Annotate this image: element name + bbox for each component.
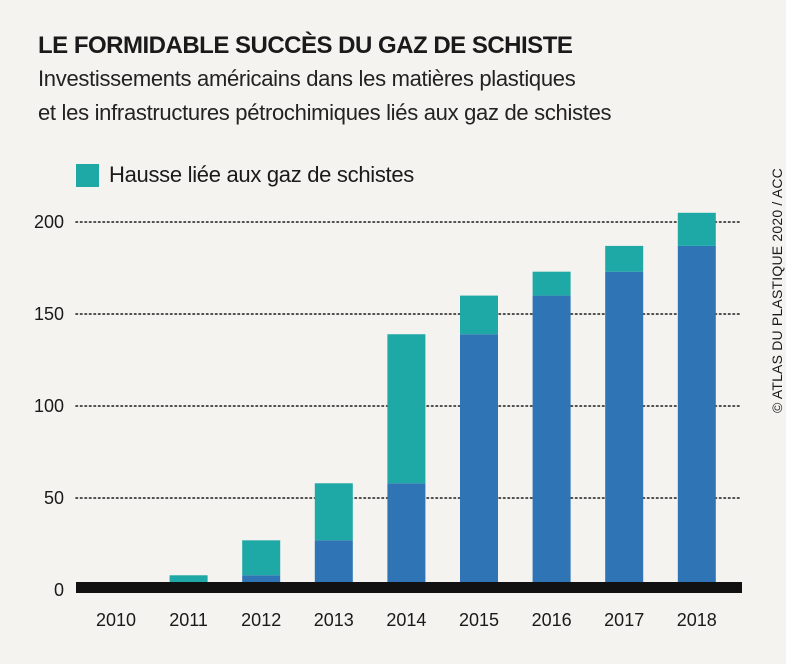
x-tick-label-2014: 2014 xyxy=(386,610,426,630)
x-axis xyxy=(76,582,742,593)
x-tick-label-2016: 2016 xyxy=(532,610,572,630)
legend-swatch-increase xyxy=(76,163,99,187)
legend-label-increase: Hausse liée aux gaz de schistes xyxy=(109,162,414,187)
subtitle-line-1: Investissements américains dans les mati… xyxy=(38,66,576,91)
y-axis-ticks: 0 50 100 150 200 xyxy=(34,212,64,600)
chart-legend: Hausse liée aux gaz de schistes xyxy=(76,162,414,188)
bar-base-2014 xyxy=(387,483,426,590)
x-tick-label-2012: 2012 xyxy=(241,610,281,630)
y-tick-label-50: 50 xyxy=(44,488,64,508)
y-tick-label-0: 0 xyxy=(54,580,64,600)
x-tick-label-2010: 2010 xyxy=(96,610,136,630)
bar-increase-2015 xyxy=(460,295,498,335)
x-axis-baseline xyxy=(76,582,742,593)
x-tick-label-2013: 2013 xyxy=(314,610,354,630)
bar-base-2015 xyxy=(460,334,498,590)
x-tick-label-2011: 2011 xyxy=(169,610,208,630)
x-tick-label-2017: 2017 xyxy=(604,610,644,630)
bar-base-2018 xyxy=(677,245,716,591)
source-credit: © ATLAS DU PLASTIQUE 2020 / ACC xyxy=(769,168,785,414)
bar-increase-2011 xyxy=(169,575,208,583)
y-tick-label-100: 100 xyxy=(34,396,64,416)
bar-increase-2016 xyxy=(532,271,571,296)
subtitle-line-2: et les infrastructures pétrochimiques li… xyxy=(38,100,612,125)
bar-increase-2012 xyxy=(242,540,281,576)
chart-subtitle: Investissements américains dans les mati… xyxy=(38,62,738,130)
bar-base-2013 xyxy=(314,540,353,590)
bar-increase-2014 xyxy=(387,334,426,484)
x-tick-label-2015: 2015 xyxy=(459,610,499,630)
x-tick-label-2018: 2018 xyxy=(677,610,717,630)
chart-title: LE FORMIDABLE SUCCÈS DU GAZ DE SCHISTE xyxy=(38,32,573,59)
bar-increase-2018 xyxy=(677,212,716,246)
bar-increase-2013 xyxy=(314,483,353,541)
bar-base-2016 xyxy=(532,295,571,590)
bar-increase-2017 xyxy=(605,245,644,272)
bar-base-2017 xyxy=(605,271,644,590)
x-axis-ticks: 2010 2011 2012 2013 2014 2015 2016 2017 2018 xyxy=(96,610,717,630)
y-tick-label-150: 150 xyxy=(34,304,64,324)
bars xyxy=(97,212,716,591)
y-tick-label-200: 200 xyxy=(34,212,64,232)
